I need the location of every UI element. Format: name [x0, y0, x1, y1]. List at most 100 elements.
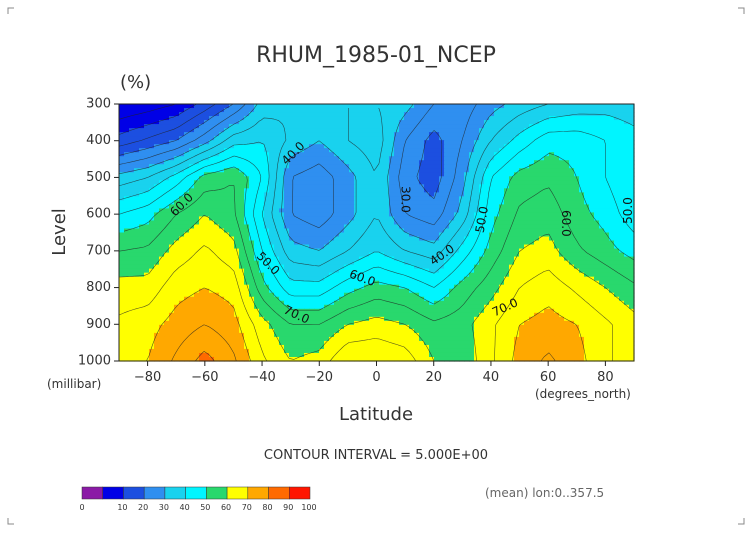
- contour-fill-cell: [414, 128, 420, 133]
- contour-fill-cell: [549, 132, 555, 137]
- contour-fill-cell: [559, 256, 565, 262]
- contour-fill-cell: [489, 260, 495, 266]
- contour-fill-cell: [134, 132, 140, 137]
- contour-fill-cell: [189, 228, 195, 234]
- contour-fill-cell: [314, 112, 320, 117]
- contour-fill-cell: [169, 212, 175, 218]
- contour-fill-cell: [219, 156, 225, 161]
- contour-fill-cell: [474, 240, 480, 246]
- contour-fill-cell: [619, 140, 625, 145]
- contour-fill-cell: [259, 232, 265, 238]
- contour-fill-cell: [569, 248, 575, 254]
- contour-fill-cell: [299, 156, 305, 161]
- contour-fill-cell: [359, 136, 365, 141]
- contour-fill-cell: [129, 108, 135, 113]
- contour-fill-cell: [214, 284, 220, 290]
- contour-fill-cell: [164, 292, 170, 298]
- contour-fill-cell: [349, 284, 355, 290]
- contour-fill-cell: [384, 220, 390, 226]
- contour-fill-cell: [314, 192, 320, 197]
- contour-fill-cell: [374, 156, 380, 161]
- contour-fill-cell: [299, 268, 305, 274]
- contour-fill-cell: [579, 168, 585, 173]
- contour-fill-cell: [409, 144, 415, 149]
- contour-fill-cell: [364, 144, 370, 149]
- contour-fill-cell: [569, 128, 575, 133]
- contour-fill-cell: [574, 172, 580, 177]
- contour-fill-cell: [284, 176, 290, 181]
- contour-fill-cell: [394, 136, 400, 141]
- contour-fill-cell: [144, 264, 150, 270]
- contour-fill-cell: [199, 284, 205, 290]
- contour-fill-cell: [494, 252, 500, 258]
- contour-fill-cell: [234, 108, 240, 113]
- contour-fill-cell: [584, 140, 590, 145]
- contour-fill-cell: [194, 112, 200, 117]
- contour-fill-cell: [224, 172, 230, 177]
- contour-fill-cell: [239, 132, 245, 137]
- contour-fill-cell: [549, 196, 555, 201]
- contour-fill-cell: [259, 224, 265, 230]
- contour-fill-cell: [269, 208, 275, 214]
- contour-fill-cell: [124, 200, 130, 205]
- contour-fill-cell: [529, 220, 535, 226]
- contour-fill-cell: [369, 128, 375, 133]
- contour-fill-cell: [164, 148, 170, 153]
- contour-fill-cell: [169, 216, 175, 222]
- contour-fill-cell: [159, 268, 165, 274]
- contour-fill-cell: [444, 180, 450, 185]
- contour-fill-cell: [319, 292, 325, 298]
- contour-fill-cell: [484, 200, 490, 205]
- contour-fill-cell: [584, 208, 590, 214]
- contour-fill-cell: [519, 268, 525, 274]
- contour-fill-cell: [534, 224, 540, 230]
- contour-fill-cell: [509, 244, 515, 250]
- contour-fill-cell: [359, 272, 365, 278]
- contour-fill-cell: [624, 240, 630, 246]
- contour-fill-cell: [584, 180, 590, 185]
- contour-fill-cell: [234, 224, 240, 230]
- contour-fill-cell: [429, 156, 435, 161]
- contour-fill-cell: [579, 208, 585, 214]
- contour-fill-cell: [559, 188, 565, 193]
- contour-fill-cell: [574, 188, 580, 193]
- contour-fill-cell: [324, 204, 330, 210]
- contour-fill-cell: [409, 116, 415, 121]
- contour-fill-cell: [239, 276, 245, 282]
- contour-fill-cell: [284, 160, 290, 165]
- contour-fill-cell: [399, 256, 405, 262]
- contour-fill-cell: [409, 268, 415, 274]
- contour-fill-cell: [159, 208, 165, 214]
- contour-fill-cell: [374, 248, 380, 254]
- contour-fill-cell: [284, 260, 290, 266]
- contour-fill-cell: [439, 264, 445, 270]
- contour-fill-cell: [564, 252, 570, 258]
- contour-fill-cell: [224, 140, 230, 145]
- contour-fill-cell: [459, 248, 465, 254]
- contour-fill-cell: [504, 292, 510, 298]
- contour-fill-cell: [404, 120, 410, 125]
- contour-fill-cell: [419, 172, 425, 177]
- contour-fill-cell: [619, 132, 625, 137]
- contour-fill-cell: [599, 292, 605, 298]
- contour-fill-cell: [344, 236, 350, 242]
- contour-fill-cell: [569, 144, 575, 149]
- contour-fill-cell: [139, 244, 145, 250]
- contour-fill-cell: [524, 152, 530, 157]
- contour-fill-cell: [574, 104, 580, 109]
- contour-fill-cell: [609, 272, 615, 278]
- contour-fill-cell: [464, 140, 470, 145]
- contour-fill-cell: [459, 288, 465, 294]
- contour-fill-cell: [529, 148, 535, 153]
- contour-fill-cell: [619, 196, 625, 201]
- contour-fill-cell: [569, 184, 575, 189]
- contour-fill-cell: [284, 224, 290, 230]
- contour-fill-cell: [609, 180, 615, 185]
- contour-fill-cell: [564, 260, 570, 266]
- contour-fill-cell: [374, 144, 380, 149]
- contour-fill-cell: [584, 264, 590, 270]
- contour-fill-cell: [539, 236, 545, 242]
- contour-fill-cell: [404, 160, 410, 165]
- contour-fill-cell: [439, 232, 445, 238]
- contour-fill-cell: [344, 148, 350, 153]
